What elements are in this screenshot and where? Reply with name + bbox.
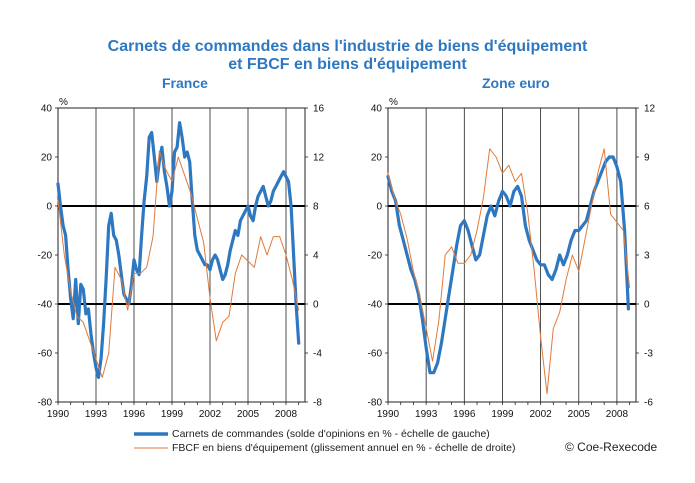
x-tick-label: 2008	[606, 409, 629, 420]
series-line-fbcf	[57, 150, 300, 378]
x-tick-label: 2005	[568, 409, 591, 420]
y-right-tick-label: -3	[644, 349, 653, 360]
y-right-tick-label: 12	[313, 153, 325, 164]
y-left-tick-label: -60	[38, 349, 53, 360]
y-right-tick-label: 4	[313, 251, 319, 262]
y-right-tick-label: 6	[644, 202, 650, 213]
y-left-tick-label: 40	[41, 104, 53, 115]
y-right-tick-label: -6	[644, 398, 653, 409]
y-right-tick-label: 16	[313, 104, 325, 115]
legend: Carnets de commandes (solde d'opinions e…	[134, 427, 515, 455]
y-right-tick-label: -4	[313, 349, 322, 360]
y-left-tick-label: 20	[371, 153, 383, 164]
y-right-tick-label: 0	[644, 300, 650, 311]
legend-label-orders: Carnets de commandes (solde d'opinions e…	[172, 428, 490, 440]
x-tick-label: 1999	[491, 409, 514, 420]
y-left-tick-label: -20	[368, 251, 383, 262]
x-tick-label: 1990	[377, 409, 400, 420]
panel-title-zone-euro: Zone euro	[482, 75, 550, 91]
x-tick-label: 2008	[275, 409, 298, 420]
copyright-text: © Coe-Rexecode	[565, 440, 658, 454]
series-line-orders	[386, 155, 631, 375]
series-line-orders	[56, 121, 301, 380]
x-tick-label: 2002	[199, 409, 222, 420]
legend-swatch-orders	[134, 432, 168, 436]
x-tick-label: 1993	[415, 409, 438, 420]
y-right-tick-label: 9	[644, 153, 650, 164]
y-left-tick-label: 0	[376, 202, 382, 213]
chart-title-line-1: Carnets de commandes dans l'industrie de…	[107, 38, 588, 55]
y-left-tick-label: -40	[38, 300, 53, 311]
legend-label-fbcf: FBCF en biens d'équipement (glissement a…	[172, 442, 516, 454]
series-line-fbcf	[387, 148, 631, 395]
y-left-tick-label: -80	[38, 398, 53, 409]
y-left-unit-label: %	[59, 97, 68, 108]
legend-swatch-fbcf	[134, 447, 168, 449]
y-left-tick-label: -40	[368, 300, 383, 311]
x-tick-label: 1993	[85, 409, 108, 420]
plot-frame	[387, 107, 637, 403]
y-right-tick-label: 3	[644, 251, 650, 262]
x-tick-label: 2002	[529, 409, 552, 420]
panel-title-france: France	[162, 75, 208, 91]
x-tick-label: 1996	[453, 409, 476, 420]
y-left-unit-label: %	[389, 97, 398, 108]
x-tick-label: 1999	[161, 409, 184, 420]
y-left-tick-label: -20	[38, 251, 53, 262]
x-tick-label: 2005	[237, 409, 260, 420]
chart-title-line-2: et FBCF en biens d'équipement	[228, 56, 467, 73]
y-left-tick-label: 40	[371, 104, 383, 115]
x-tick-label: 1996	[123, 409, 146, 420]
legend-item-orders: Carnets de commandes (solde d'opinions e…	[134, 427, 515, 441]
x-tick-label: 1990	[47, 409, 70, 420]
y-right-tick-label: 12	[644, 104, 656, 115]
legend-item-fbcf: FBCF en biens d'équipement (glissement a…	[134, 441, 515, 455]
y-right-tick-label: 8	[313, 202, 319, 213]
y-left-tick-label: -60	[368, 349, 383, 360]
y-left-tick-label: 20	[41, 153, 53, 164]
y-right-tick-label: -8	[313, 398, 322, 409]
y-right-tick-label: 0	[313, 300, 319, 311]
y-left-tick-label: -80	[368, 398, 383, 409]
y-left-tick-label: 0	[46, 202, 52, 213]
